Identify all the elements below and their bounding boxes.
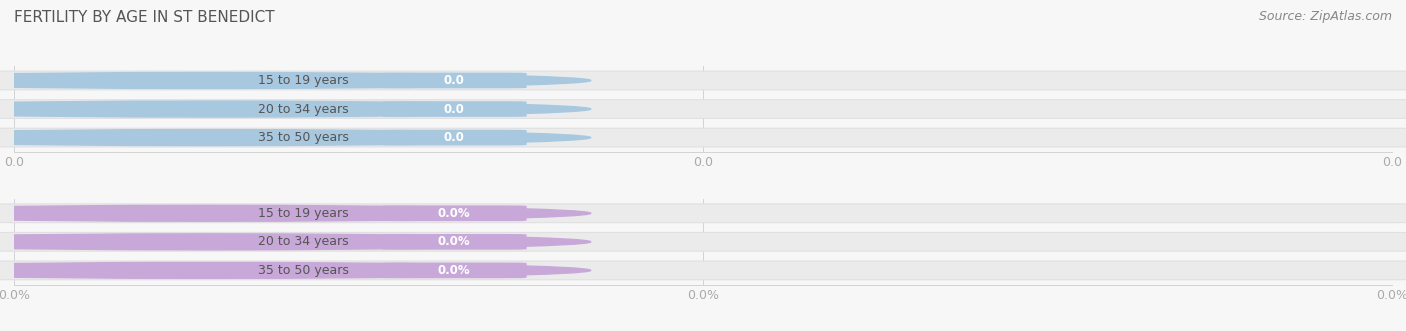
Text: 0.0%: 0.0%	[439, 235, 471, 248]
FancyBboxPatch shape	[0, 204, 1406, 223]
Text: 0.0: 0.0	[444, 131, 465, 144]
FancyBboxPatch shape	[193, 262, 413, 278]
FancyBboxPatch shape	[0, 261, 1406, 280]
FancyBboxPatch shape	[382, 130, 527, 145]
Text: 20 to 34 years: 20 to 34 years	[257, 103, 349, 116]
FancyBboxPatch shape	[0, 232, 1406, 251]
Text: 15 to 19 years: 15 to 19 years	[257, 207, 349, 220]
FancyBboxPatch shape	[382, 262, 527, 278]
FancyBboxPatch shape	[382, 234, 527, 250]
Text: 15 to 19 years: 15 to 19 years	[257, 74, 349, 87]
FancyBboxPatch shape	[193, 205, 413, 221]
Text: 0.0%: 0.0%	[439, 264, 471, 277]
FancyBboxPatch shape	[0, 100, 1406, 118]
Circle shape	[0, 205, 591, 221]
Text: 20 to 34 years: 20 to 34 years	[257, 235, 349, 248]
Circle shape	[0, 72, 591, 88]
FancyBboxPatch shape	[193, 72, 413, 88]
FancyBboxPatch shape	[0, 71, 1406, 90]
Text: Source: ZipAtlas.com: Source: ZipAtlas.com	[1258, 10, 1392, 23]
FancyBboxPatch shape	[193, 234, 413, 250]
FancyBboxPatch shape	[0, 128, 1406, 147]
FancyBboxPatch shape	[382, 101, 527, 117]
Circle shape	[0, 130, 591, 146]
Text: 0.0: 0.0	[444, 74, 465, 87]
Circle shape	[0, 101, 591, 117]
FancyBboxPatch shape	[193, 130, 413, 146]
FancyBboxPatch shape	[382, 72, 527, 88]
Circle shape	[0, 234, 591, 250]
Text: FERTILITY BY AGE IN ST BENEDICT: FERTILITY BY AGE IN ST BENEDICT	[14, 10, 274, 25]
FancyBboxPatch shape	[382, 206, 527, 221]
Text: 0.0%: 0.0%	[439, 207, 471, 220]
FancyBboxPatch shape	[193, 101, 413, 117]
Text: 0.0: 0.0	[444, 103, 465, 116]
Text: 35 to 50 years: 35 to 50 years	[257, 264, 349, 277]
Circle shape	[0, 262, 591, 278]
Text: 35 to 50 years: 35 to 50 years	[257, 131, 349, 144]
